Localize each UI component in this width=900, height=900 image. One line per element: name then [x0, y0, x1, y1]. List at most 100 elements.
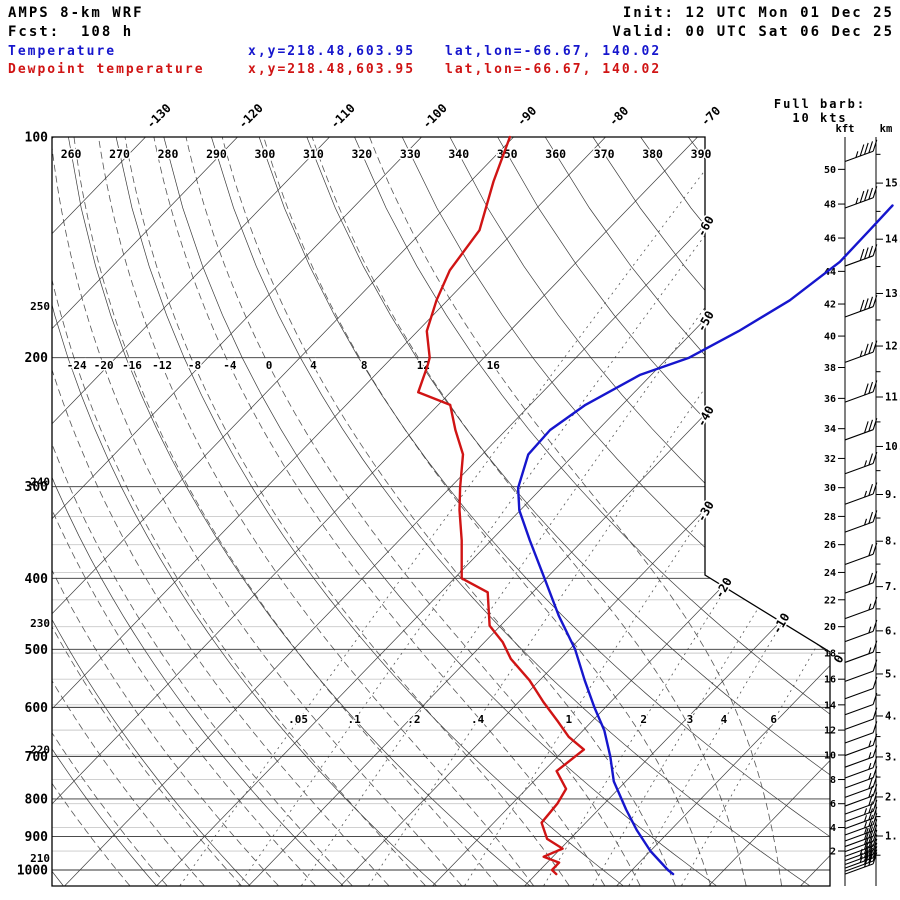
svg-text:6: 6: [770, 713, 777, 726]
svg-text:380: 380: [642, 147, 663, 161]
svg-text:26: 26: [824, 540, 836, 551]
svg-text:8.: 8.: [885, 536, 898, 548]
svg-text:4: 4: [830, 823, 836, 834]
svg-text:8: 8: [830, 775, 836, 786]
svg-text:220: 220: [30, 744, 50, 757]
svg-text:400: 400: [25, 572, 49, 587]
moist-adiabats: [52, 137, 782, 886]
svg-text:.1: .1: [348, 713, 362, 726]
forecast-hour: Fcst: 108 h: [8, 24, 134, 40]
svg-text:1.: 1.: [885, 831, 898, 843]
svg-text:10.: 10.: [885, 441, 900, 453]
svg-text:-100: -100: [420, 101, 450, 131]
svg-text:340: 340: [448, 147, 469, 161]
isotherms: [52, 137, 830, 886]
svg-text:-70: -70: [698, 104, 723, 129]
svg-text:6: 6: [830, 799, 836, 810]
svg-text:240: 240: [30, 475, 50, 488]
svg-text:32: 32: [824, 454, 836, 465]
svg-text:.4: .4: [471, 713, 485, 726]
svg-text:3: 3: [687, 713, 694, 726]
svg-text:40: 40: [824, 332, 836, 343]
svg-text:.2: .2: [407, 713, 420, 726]
legend-temperature-label: Temperature: [8, 44, 117, 59]
svg-text:390: 390: [691, 147, 712, 161]
svg-text:28: 28: [824, 512, 836, 523]
svg-text:-130: -130: [144, 101, 174, 131]
svg-text:-60: -60: [694, 213, 717, 239]
svg-text:330: 330: [400, 147, 421, 161]
svg-text:4: 4: [310, 359, 317, 372]
barb-legend-line2: 10 kts: [792, 111, 848, 125]
svg-text:370: 370: [594, 147, 615, 161]
svg-text:24: 24: [824, 568, 836, 579]
svg-text:4: 4: [721, 713, 728, 726]
svg-text:-10: -10: [770, 611, 793, 637]
svg-text:230: 230: [30, 617, 50, 630]
svg-text:-120: -120: [236, 101, 266, 131]
svg-text:30: 30: [824, 483, 836, 494]
svg-text:10: 10: [824, 751, 836, 762]
svg-text:5.: 5.: [885, 668, 898, 680]
svg-text:16: 16: [824, 675, 836, 686]
svg-text:210: 210: [30, 852, 50, 865]
svg-text:.05: .05: [288, 713, 308, 726]
svg-text:46: 46: [824, 234, 836, 245]
dewpoint-curve: [417, 135, 586, 876]
svg-text:280: 280: [158, 147, 179, 161]
svg-text:38: 38: [824, 363, 836, 374]
init-time: Init: 12 UTC Mon 01 Dec 25: [622, 5, 894, 21]
svg-text:300: 300: [255, 147, 276, 161]
svg-text:-12: -12: [152, 359, 172, 372]
isotherm-labels-top: -130 -120 -110 -100 -90 -80 -70: [144, 101, 724, 131]
svg-text:360: 360: [545, 147, 566, 161]
svg-text:200: 200: [25, 351, 49, 366]
svg-text:-110: -110: [328, 101, 358, 131]
svg-text:12.: 12.: [885, 341, 900, 353]
svg-text:1000: 1000: [17, 864, 48, 879]
dewpoint-latlon: lat,lon=-66.67, 140.02: [445, 62, 662, 77]
svg-text:36: 36: [824, 394, 836, 405]
mixing-ratio-lines: [179, 137, 830, 886]
wind-barbs: [844, 139, 878, 875]
svg-text:34: 34: [824, 424, 836, 435]
svg-text:-80: -80: [606, 104, 631, 129]
svg-text:48: 48: [824, 200, 836, 211]
svg-text:300: 300: [25, 480, 49, 495]
svg-text:kft: kft: [836, 123, 855, 135]
svg-text:2: 2: [640, 713, 647, 726]
svg-text:290: 290: [206, 147, 227, 161]
svg-text:50: 50: [824, 165, 836, 176]
svg-text:6.: 6.: [885, 625, 898, 637]
temperature-xy: x,y=218.48,603.95: [248, 44, 416, 59]
svg-text:18: 18: [824, 649, 836, 660]
svg-text:-40: -40: [694, 404, 717, 430]
svg-text:3.: 3.: [885, 751, 898, 763]
svg-text:-20: -20: [712, 575, 735, 601]
svg-text:16: 16: [487, 359, 501, 372]
svg-text:310: 310: [303, 147, 324, 161]
svg-text:600: 600: [25, 701, 49, 716]
dewpoint-xy: x,y=218.48,603.95: [248, 62, 416, 77]
svg-text:12: 12: [824, 726, 836, 737]
svg-text:42: 42: [824, 300, 836, 311]
svg-text:4.: 4.: [885, 710, 898, 722]
svg-text:2: 2: [830, 847, 836, 858]
svg-text:8: 8: [361, 359, 368, 372]
svg-text:14.: 14.: [885, 234, 900, 246]
svg-text:2.: 2.: [885, 791, 898, 803]
right-axes: kft km24681012141618202224262830323436384…: [824, 123, 900, 886]
dry-adiabat-labels-top: 260 270 280 290 300 310 320 330 340 350 360 370 380 3…: [59, 146, 713, 163]
svg-text:-8: -8: [188, 359, 201, 372]
mixing-ratio-labels: .05 .1 .2 .4 1 2 3 4 6: [287, 712, 779, 728]
svg-text:-4: -4: [223, 359, 237, 372]
svg-text:250: 250: [30, 300, 50, 313]
pressure-lines: [52, 137, 830, 871]
svg-text:7.: 7.: [885, 581, 898, 593]
svg-text:km: km: [880, 123, 893, 135]
svg-text:0: 0: [266, 359, 273, 372]
svg-text:9.: 9.: [885, 489, 898, 501]
svg-text:13.: 13.: [885, 288, 900, 300]
plot-border: [51, 136, 831, 887]
